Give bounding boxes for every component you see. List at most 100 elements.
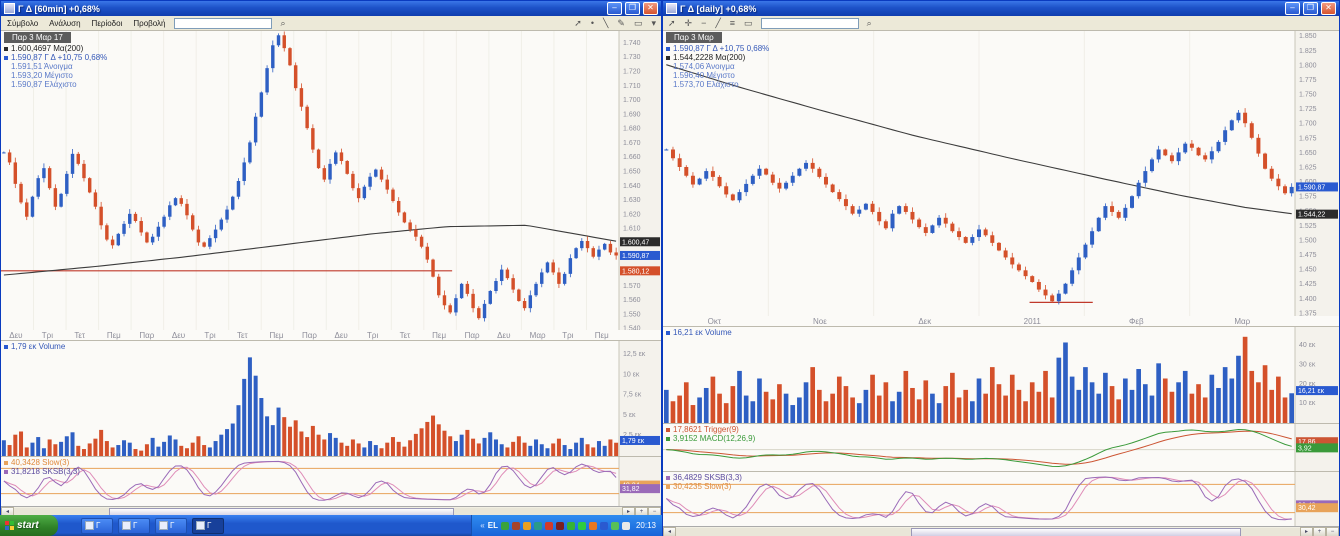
svg-text:1.590,87: 1.590,87 [622, 253, 649, 260]
date-axis-label: Δεκ [918, 317, 932, 326]
zoom-out-tool-icon[interactable]: − [701, 17, 707, 28]
menu-symbol[interactable]: Σύμβολο [7, 18, 39, 28]
crosshair-tool-icon[interactable]: ✛ [684, 17, 693, 28]
tray-icon-3[interactable] [522, 521, 531, 530]
svg-text:5 εκ: 5 εκ [623, 412, 636, 419]
volume-pane-60min[interactable]: 12,5 εκ 10 εκ 7,5 εκ 5 εκ 2,5 εκ 1,79 εκ 1,79… [1, 340, 661, 457]
tray-icon-9[interactable] [588, 521, 597, 530]
tray-icon-10[interactable] [599, 521, 608, 530]
taskbar-window-button-2[interactable]: Γ [118, 517, 150, 534]
date-axis-label: Μαρ [529, 331, 546, 340]
svg-text:1.560: 1.560 [623, 297, 641, 304]
titlebar[interactable]: Γ Δ [60min] +0,68% – ❐ ✕ [1, 1, 661, 16]
svg-text:1.640: 1.640 [623, 183, 641, 190]
zoom-in-icon[interactable]: + [1313, 527, 1326, 536]
volume-pane-daily[interactable]: 40 εκ 30 εκ 20 εκ 10 εκ 16,21 εκ 16,21 εκ Vo… [663, 326, 1339, 424]
pointer-tool-icon[interactable]: ➚ [668, 17, 676, 28]
tray-icon-6[interactable] [555, 521, 564, 530]
menu-periods[interactable]: Περίοδοι [91, 18, 123, 28]
svg-text:1.600,47: 1.600,47 [622, 239, 649, 246]
search-icon[interactable]: ⌕ [866, 17, 872, 28]
start-button[interactable]: start [0, 515, 58, 536]
svg-text:30,42: 30,42 [1298, 505, 1316, 512]
date-axis-label: Παρ [139, 331, 155, 340]
zoom-out-icon[interactable]: − [1326, 527, 1339, 536]
system-tray[interactable]: « EL 20:13 [471, 515, 662, 536]
tray-icon-12[interactable] [621, 521, 630, 530]
svg-text:1.750: 1.750 [1299, 92, 1317, 99]
date-axis-label: Πεμ [269, 331, 284, 340]
svg-text:1.730: 1.730 [623, 54, 641, 61]
stochastic-pane-60min[interactable]: 40,3431,82 40,3428 Slow(3) 31,8218 SKSB(… [1, 456, 661, 507]
minimize-button[interactable]: – [1285, 2, 1300, 15]
svg-text:1.580,12: 1.580,12 [622, 268, 649, 275]
taskbar-clock[interactable]: 20:13 [635, 521, 656, 530]
svg-text:1.700: 1.700 [1299, 121, 1317, 128]
language-indicator[interactable]: EL [487, 521, 498, 530]
svg-text:17,86: 17,86 [1298, 439, 1316, 446]
date-axis-label: Παρ [302, 331, 317, 340]
date-axis-label: Πεμ [432, 331, 447, 340]
date-axis-label: Παρ [464, 331, 480, 340]
restore-button[interactable]: ❐ [625, 2, 640, 15]
close-button[interactable]: ✕ [643, 2, 658, 15]
titlebar[interactable]: Γ Δ [daily] +0,68% – ❐ ✕ [663, 1, 1339, 16]
macd-pane-daily[interactable]: 17,86 3,92 17,8621 Trigger(9) 3,9152 MACD… [663, 423, 1339, 472]
search-icon[interactable]: ⌕ [280, 17, 286, 28]
svg-text:1.610: 1.610 [623, 226, 641, 233]
tray-icon-2[interactable] [511, 521, 520, 530]
svg-text:1.500: 1.500 [1299, 237, 1317, 244]
tray-icon-7[interactable] [566, 521, 575, 530]
price-chart-daily[interactable]: 1.850 1.825 1.800 1.775 1.750 1.725 1.700 1.675… [663, 30, 1339, 317]
date-axis-label: Δευ [497, 331, 511, 340]
rectangle-tool-icon[interactable]: ▭ [744, 17, 753, 28]
scroll-right-icon[interactable]: ▸ [1300, 527, 1313, 536]
taskbar-window-button-4[interactable]: Γ [192, 517, 224, 534]
minimize-button[interactable]: – [607, 2, 622, 15]
price-chart-60min[interactable]: 1.740 1.730 1.720 1.710 1.700 1.690 1.680 1.670… [1, 30, 661, 331]
dot-tool-icon[interactable]: • [590, 17, 594, 28]
svg-text:1.625: 1.625 [1299, 164, 1317, 171]
horizontal-scrollbar[interactable]: ◂ ▸ + − [663, 526, 1339, 536]
toolbar: ➚ ✛ − ╱ ≡ ▭ ⌕ [663, 16, 1339, 31]
date-axis-label: Τρι [41, 331, 53, 340]
scrollbar-thumb[interactable] [911, 528, 1241, 536]
menu-analysis[interactable]: Ανάλυση [49, 18, 81, 28]
trendline-tool-icon[interactable]: ╱ [715, 17, 721, 28]
pointer-tool-icon[interactable]: ➚ [574, 17, 582, 28]
restore-button[interactable]: ❐ [1303, 2, 1318, 15]
date-axis-label: Πεμ [594, 331, 609, 340]
rectangle-tool-icon[interactable]: ▭ [633, 17, 643, 28]
svg-text:16,21 εκ: 16,21 εκ [1298, 388, 1325, 395]
symbol-input[interactable] [174, 17, 273, 29]
save-tool-icon[interactable]: ▾ [651, 17, 656, 28]
scrollbar-track[interactable] [676, 528, 1300, 536]
taskbar-window-button-3[interactable]: Γ [155, 517, 187, 534]
menu-view[interactable]: Προβολή [133, 18, 166, 28]
svg-text:1.630: 1.630 [623, 197, 641, 204]
date-axis: Δευ Τρι Τετ Πεμ Παρ Δευ Τρι Τετ Πεμ Παρ Δευ Τρι Τετ Π… [1, 330, 661, 340]
close-button[interactable]: ✕ [1321, 2, 1336, 15]
symbol-input[interactable] [760, 17, 859, 29]
text-tool-icon[interactable]: ≡ [729, 17, 736, 28]
svg-text:1.620: 1.620 [623, 211, 641, 218]
svg-text:10 εκ: 10 εκ [1299, 400, 1316, 407]
tray-chevron-icon[interactable]: « [480, 521, 485, 530]
pencil-tool-icon[interactable]: ✎ [617, 17, 625, 28]
svg-text:1.775: 1.775 [1299, 77, 1317, 84]
svg-text:30 εκ: 30 εκ [1299, 361, 1316, 368]
tray-icon-5[interactable] [544, 521, 553, 530]
chart-window-icon [85, 521, 94, 530]
tray-icon-8[interactable] [577, 521, 586, 530]
taskbar-window-button-1[interactable]: Γ [81, 517, 113, 534]
svg-text:1.725: 1.725 [1299, 106, 1317, 113]
date-axis-label: Τετ [399, 331, 411, 340]
scroll-left-icon[interactable]: ◂ [663, 527, 676, 536]
stochastic-pane-daily[interactable]: 36,4830,42 36,4829 SKSB(3,3) 30,4235 Slo… [663, 471, 1339, 527]
tray-icon-4[interactable] [533, 521, 542, 530]
tray-icon-1[interactable] [500, 521, 509, 530]
trendline-tool-icon[interactable]: ╲ [602, 17, 609, 28]
date-axis-label: Μαρ [1234, 317, 1251, 326]
chart-window-daily: Γ Δ [daily] +0,68% – ❐ ✕ ➚ ✛ − ╱ ≡ ▭ ⌕ 1… [662, 0, 1340, 536]
tray-icon-11[interactable] [610, 521, 619, 530]
